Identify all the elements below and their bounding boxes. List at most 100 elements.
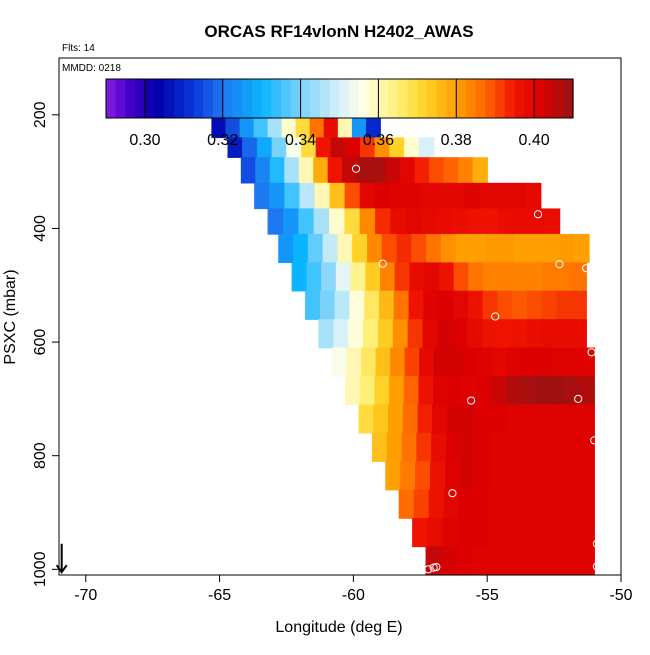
colorbar-segment [485,78,496,119]
heatmap-cell [525,182,542,210]
heatmap-cell [564,376,581,406]
heatmap-cell [438,290,454,320]
heatmap-cell [408,290,425,320]
heatmap-cell [323,117,339,139]
heatmap-cell [371,157,387,184]
heatmap-cell [411,233,428,264]
heatmap-cell [467,290,484,320]
heatmap-cell [414,157,431,184]
heatmap-cell [526,290,543,320]
heatmap-cell [514,233,531,264]
colorbar-segment [446,78,457,119]
heatmap-cell [455,233,472,264]
heatmap-cell [485,233,501,264]
heatmap-cell [448,347,464,377]
heatmap-cell [344,182,361,210]
colorbar-segment [465,78,477,119]
heatmap-cell [359,182,376,210]
heatmap-cell [239,117,255,139]
heatmap-cell [394,262,411,292]
heatmap-cell [419,347,435,377]
heatmap-cell [405,208,423,235]
heatmap-cell [418,376,434,406]
heatmap-cell [298,157,315,184]
heatmap-cell [401,432,418,462]
heatmap-cell [269,157,286,184]
heatmap-cell [504,461,521,491]
heatmap-cell [366,233,383,264]
heatmap-cell [305,290,321,320]
heatmap-cell [467,208,484,235]
heatmap-cell [578,546,595,576]
colorbar-segment [135,78,146,119]
colorbar-segment [183,78,195,119]
heatmap-cell [533,518,550,548]
heatmap-cell [458,157,474,184]
x-tick-label: -65 [208,587,231,604]
heatmap-cell [334,290,351,320]
heatmap-cell [453,262,470,292]
heatmap-cell [255,157,271,184]
heatmap-cell [473,489,490,519]
heatmap-cell [329,182,346,210]
colorbar-segment [329,78,341,119]
heatmap-cell [549,489,565,519]
heatmap-cell [422,319,439,349]
heatmap-cell [579,489,595,519]
heatmap-cell [440,546,458,576]
heatmap-cell [534,461,551,491]
heatmap-cell [535,376,552,406]
heatmap-cell [505,404,522,434]
heatmap-cell [428,489,445,519]
x-tick-label: -50 [609,587,632,604]
heatmap-cell [433,347,450,377]
colorbar-segment [426,78,438,119]
colorbar-segment [524,78,535,119]
heatmap-cell [456,546,473,576]
heatmap-cell [423,290,440,320]
heatmap-cell [472,157,488,184]
heatmap-cell [578,518,595,548]
heatmap-cell [363,319,379,349]
heatmap-cell [416,432,433,462]
heatmap-cell [465,182,482,210]
heatmap-cell [476,404,492,434]
heatmap-cell [521,347,537,377]
heatmap-cell [457,518,474,548]
heatmap-cell [381,233,398,264]
heatmap-cell [517,546,534,576]
heatmap-cell [284,157,300,184]
heatmap-cell [342,157,358,184]
colorbar-segment [397,78,409,119]
heatmap-cell [452,290,469,320]
sample-point [424,565,433,574]
heatmap-cell [352,233,368,264]
heatmap-cell [267,208,284,235]
heatmap-cell [398,489,415,519]
heatmap-cell [240,157,257,184]
heatmap-cell [267,117,283,139]
heatmap-cell [337,233,354,264]
colorbar-tick-label: 0.38 [441,132,472,149]
colorbar-segment [261,78,273,119]
y-tick-label: 400 [32,215,49,242]
heatmap-cell [564,347,581,377]
y-tick-label: 200 [32,101,49,128]
heatmap-cell [476,376,493,406]
sample-point [582,264,591,273]
heatmap-cell [314,182,331,210]
heatmap-cell [437,319,454,349]
colorbar-segment [232,78,243,119]
heatmap-cell [396,233,413,264]
heatmap-cell [472,518,489,548]
heatmap-cell [393,290,410,320]
sample-point [533,210,543,219]
heatmap-cell [358,404,375,434]
arrow-marker [55,543,68,574]
heatmap-cell [330,137,347,158]
heatmap-cell [284,182,301,210]
heatmap-cell [541,290,558,320]
heatmap-cell [359,376,376,406]
heatmap-cell [491,376,508,406]
colorbar-segment [553,78,564,119]
